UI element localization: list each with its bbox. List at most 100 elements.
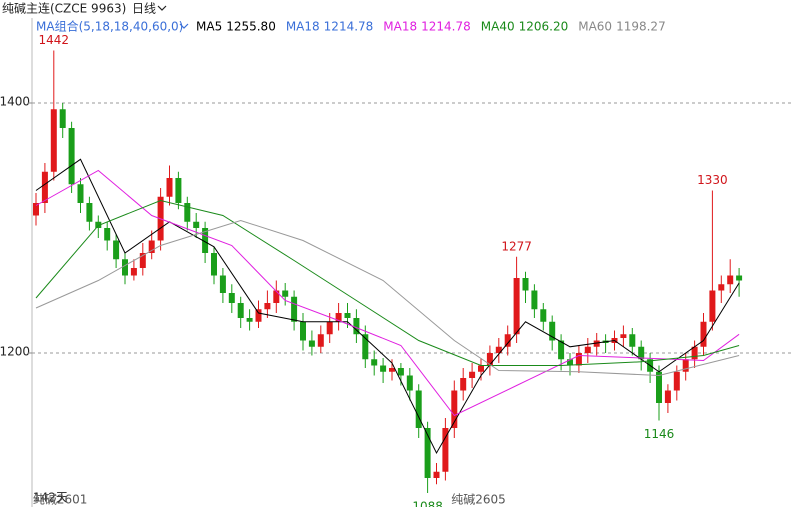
candle-body [353, 318, 360, 335]
extreme-label: 1277 [501, 239, 532, 253]
period-selector[interactable]: 日线 [132, 2, 156, 16]
legend-value: 1198.27 [616, 20, 666, 34]
candle-body [495, 346, 502, 353]
candle-body [335, 313, 342, 322]
candle-body [673, 371, 680, 391]
candle-body [469, 371, 476, 378]
legend-name: MA18 [383, 20, 417, 34]
dropdown-arrow[interactable] [179, 23, 189, 29]
extreme-label: 1442 [39, 33, 70, 47]
candle-body [593, 340, 600, 347]
candle-body [682, 359, 689, 372]
extreme-label: 1330 [697, 173, 728, 187]
candle-body [33, 203, 39, 216]
candle-body [50, 109, 57, 172]
candle-body [175, 178, 182, 203]
candle-body [122, 259, 128, 276]
candle-body [664, 390, 671, 403]
candle-body [451, 390, 458, 428]
candle-body [433, 471, 440, 478]
candle-body [148, 240, 155, 253]
extreme-label: 1088 [412, 500, 443, 507]
candle-body [237, 303, 244, 318]
candle-body [406, 375, 413, 391]
extreme-label: 1146 [644, 427, 675, 441]
candle-body [317, 334, 324, 347]
legend-name: MA18 [286, 20, 320, 34]
candle-body [202, 228, 209, 253]
candle-body [558, 340, 565, 360]
candle-body [629, 334, 636, 347]
candle-body [344, 313, 351, 318]
candle-body [700, 321, 707, 347]
candle-body [442, 428, 449, 472]
candle-body [424, 428, 431, 478]
candle-body [300, 321, 306, 341]
candle-body [620, 334, 627, 338]
indicator-label[interactable]: MA组合(5,18,18,40,60,0) [36, 19, 183, 34]
ma-line [35, 219, 740, 377]
y-tick-label: 1400 [0, 95, 30, 109]
candle-body [727, 275, 734, 285]
candle-body [255, 309, 262, 322]
candle-body [575, 353, 582, 366]
candle-body [246, 318, 253, 322]
candle-body [228, 293, 235, 303]
ma-line [35, 199, 740, 366]
candle-body [567, 359, 573, 366]
candle-body [478, 365, 484, 372]
candle-body [486, 353, 493, 366]
ma-line [35, 158, 740, 455]
candle-body [184, 203, 191, 222]
candle-body [139, 253, 146, 268]
candle-body [460, 378, 467, 391]
legend-name: MA5 [196, 20, 222, 34]
candle-body [211, 253, 217, 276]
candle-body [709, 290, 716, 322]
candle-body [193, 221, 200, 228]
candle-body [736, 275, 743, 281]
dropdown-arrow[interactable] [157, 5, 167, 11]
candle-body [389, 368, 395, 372]
candle-body [531, 290, 538, 310]
candle-body [282, 290, 289, 297]
candle-body [718, 284, 725, 291]
candle-body [41, 171, 48, 203]
legend-value: 1206.20 [519, 20, 569, 34]
x-tick-label: 纯碱2601 [33, 493, 88, 507]
candle-body [584, 346, 591, 353]
ma-line [35, 169, 740, 417]
legend-value: 1255.80 [226, 20, 276, 34]
candle-body [273, 290, 280, 303]
candle-body [656, 371, 662, 403]
y-tick-label: 1200 [0, 345, 30, 359]
candle-body [308, 340, 315, 347]
legend-name: MA40 [481, 20, 515, 34]
candle-body [326, 321, 333, 335]
candle-body [86, 203, 93, 222]
candle-body [130, 268, 137, 276]
candle-body [513, 278, 520, 335]
candle-body [380, 365, 387, 372]
candle-body [113, 240, 120, 260]
candle-body [264, 303, 271, 310]
candle-body [522, 278, 529, 291]
legend-value: 1214.78 [324, 20, 374, 34]
candle-body [362, 334, 369, 360]
candle-body [638, 346, 645, 360]
candle-body [68, 128, 75, 185]
legend-value: 1214.78 [421, 20, 471, 34]
candle-body [397, 368, 404, 376]
candle-body [219, 275, 226, 293]
chart-title: 纯碱主连(CZCE 9963) [2, 1, 126, 16]
x-tick-label: 纯碱2605 [451, 493, 506, 507]
legend-name: MA60 [578, 20, 612, 34]
candle-body [59, 109, 66, 128]
candle-body [549, 321, 556, 341]
candle-body [95, 221, 102, 228]
candle-body [166, 178, 173, 197]
candle-body [691, 346, 698, 360]
candle-body [415, 390, 422, 428]
